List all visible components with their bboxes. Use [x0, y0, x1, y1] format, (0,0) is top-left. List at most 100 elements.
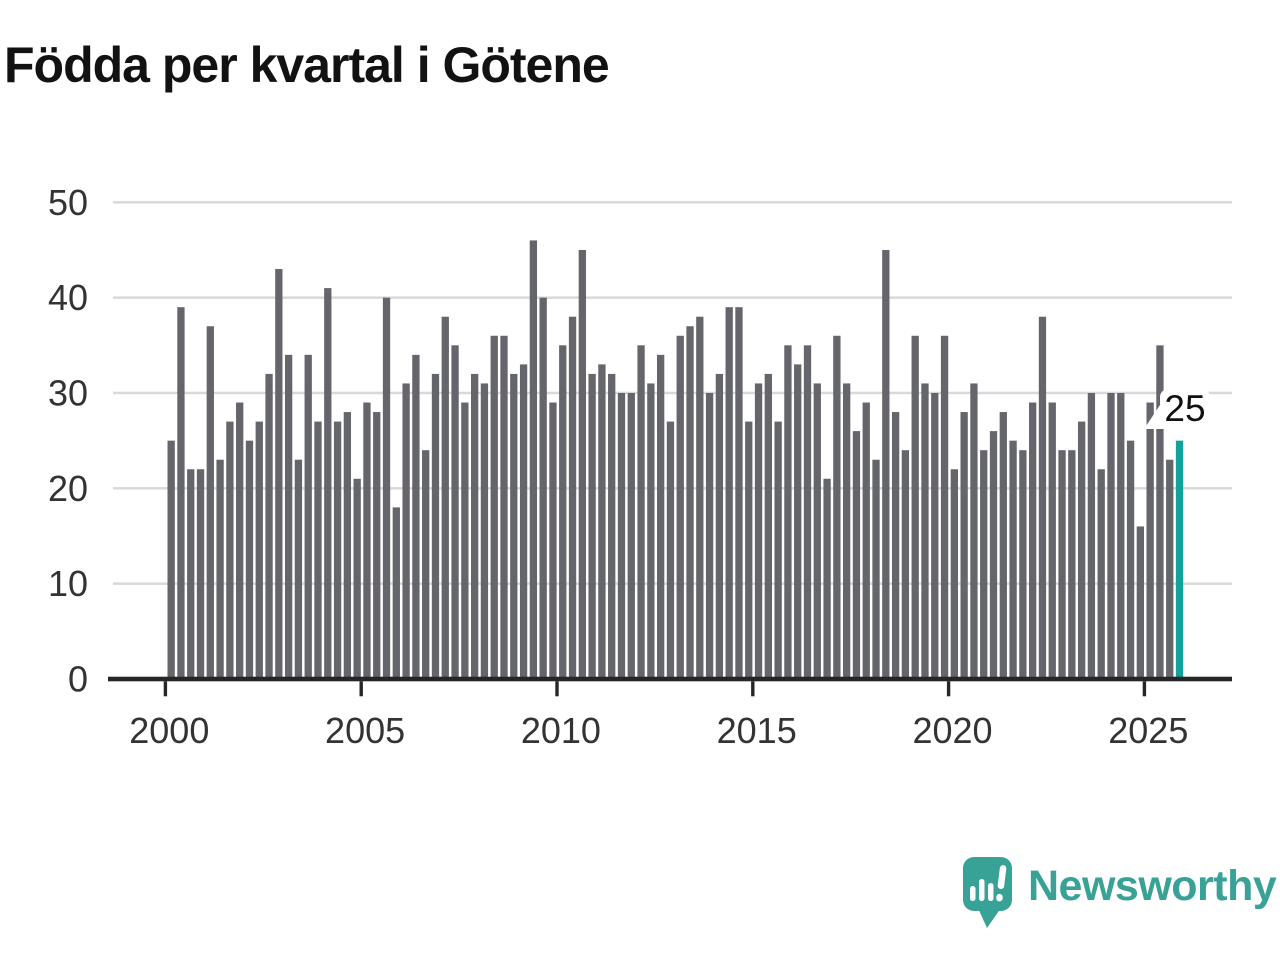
bar-84 — [989, 431, 998, 679]
bar-90 — [1048, 402, 1056, 679]
bar-65 — [803, 345, 812, 679]
bar-81 — [960, 412, 968, 679]
bar-32 — [480, 383, 489, 679]
bar-59 — [745, 421, 753, 679]
x-axis-line — [108, 676, 1232, 682]
y-tick-label-10: 10 — [48, 563, 88, 604]
bar-99 — [1136, 526, 1145, 679]
y-tick-label-20: 20 — [48, 468, 88, 509]
bar-48 — [637, 345, 645, 679]
bar-94 — [1087, 392, 1096, 679]
bar-62 — [774, 421, 782, 679]
newsworthy-brand-text: Newsworthy — [1028, 862, 1277, 910]
bar-38 — [539, 297, 547, 679]
bar-64 — [794, 364, 802, 679]
bar-57 — [725, 307, 733, 679]
bar-36 — [519, 364, 528, 679]
bar-88 — [1029, 402, 1037, 679]
bar-78 — [931, 392, 939, 679]
bar-93 — [1077, 421, 1086, 679]
bar-20 — [363, 402, 371, 679]
bar-47 — [627, 392, 635, 679]
bar-86 — [1009, 440, 1017, 679]
bar-44 — [598, 364, 606, 679]
bar-3 — [196, 469, 205, 679]
bar-75 — [901, 450, 910, 679]
x-axis — [108, 676, 1232, 697]
bar-97 — [1117, 392, 1125, 679]
x-tick-2000 — [163, 681, 168, 697]
bar-15 — [314, 421, 322, 679]
bar-13 — [294, 459, 303, 679]
bar-39 — [549, 402, 557, 679]
bar-17 — [333, 421, 342, 679]
bar-31 — [470, 373, 479, 679]
newsworthy-logo-icon — [963, 857, 1012, 928]
x-tick-label-2005: 2005 — [325, 710, 405, 751]
bar-52 — [676, 335, 684, 679]
bar-37 — [529, 240, 538, 679]
bar-28 — [441, 316, 449, 679]
x-tick-label-2015: 2015 — [717, 710, 797, 751]
bar-76 — [911, 335, 919, 679]
bar-98 — [1126, 440, 1135, 679]
bars — [167, 240, 1184, 679]
x-tick-label-2025: 2025 — [1108, 710, 1188, 751]
bar-72 — [872, 459, 880, 679]
annotation-bubble — [1160, 389, 1210, 429]
bar-40 — [559, 345, 567, 679]
bar-74 — [891, 412, 900, 679]
bar-5 — [216, 459, 224, 679]
bar-83 — [980, 450, 988, 679]
bar-2 — [187, 469, 195, 679]
bar-53 — [686, 326, 694, 679]
y-tick-label-30: 30 — [48, 372, 88, 413]
x-tick-2020 — [946, 681, 951, 697]
bar-67 — [823, 478, 831, 679]
bar-30 — [461, 402, 469, 679]
bar-50 — [657, 354, 665, 679]
gridline-50 — [113, 201, 1232, 204]
y-tick-label-50: 50 — [48, 182, 88, 223]
bar-33 — [490, 335, 498, 679]
annotation-value: 25 — [1164, 388, 1205, 429]
bar-9 — [255, 421, 263, 679]
y-tick-label-40: 40 — [48, 277, 88, 318]
bar-55 — [705, 392, 714, 679]
gridline-30 — [113, 391, 1232, 395]
bar-85 — [999, 412, 1007, 679]
bar-10 — [265, 373, 273, 679]
x-tick-label-2020: 2020 — [912, 710, 992, 751]
bar-60 — [754, 383, 763, 679]
newsworthy-logo: Newsworthy — [962, 856, 1277, 930]
annotation-callout: 25 — [1144, 388, 1210, 429]
bar-100 — [1146, 402, 1154, 679]
bar-82 — [970, 383, 978, 679]
bar-16 — [324, 288, 332, 679]
bar-12 — [284, 354, 293, 679]
bar-96 — [1107, 392, 1115, 679]
bar-19 — [353, 478, 361, 679]
bar-69 — [843, 383, 851, 679]
x-tick-2005 — [359, 681, 363, 697]
bar-61 — [764, 373, 772, 679]
bar-43 — [588, 373, 596, 679]
bar-71 — [862, 402, 870, 679]
bar-26 — [422, 450, 430, 679]
bar-24 — [402, 383, 410, 679]
bar-89 — [1038, 316, 1047, 679]
bar-25 — [412, 354, 420, 679]
bar-34 — [500, 335, 508, 679]
x-tick-2015 — [751, 681, 755, 697]
bar-18 — [343, 412, 352, 679]
bar-56 — [715, 373, 724, 679]
bar-68 — [833, 335, 841, 679]
exclamation-icon — [996, 865, 1007, 902]
bar-80 — [950, 469, 958, 679]
bar-63 — [784, 345, 792, 679]
x-tick-2010 — [555, 681, 559, 697]
bar-46 — [617, 392, 626, 679]
bar-22 — [382, 297, 391, 679]
x-tick-labels: 2000 2005 2010 2015 2020 2025 — [129, 710, 1188, 751]
